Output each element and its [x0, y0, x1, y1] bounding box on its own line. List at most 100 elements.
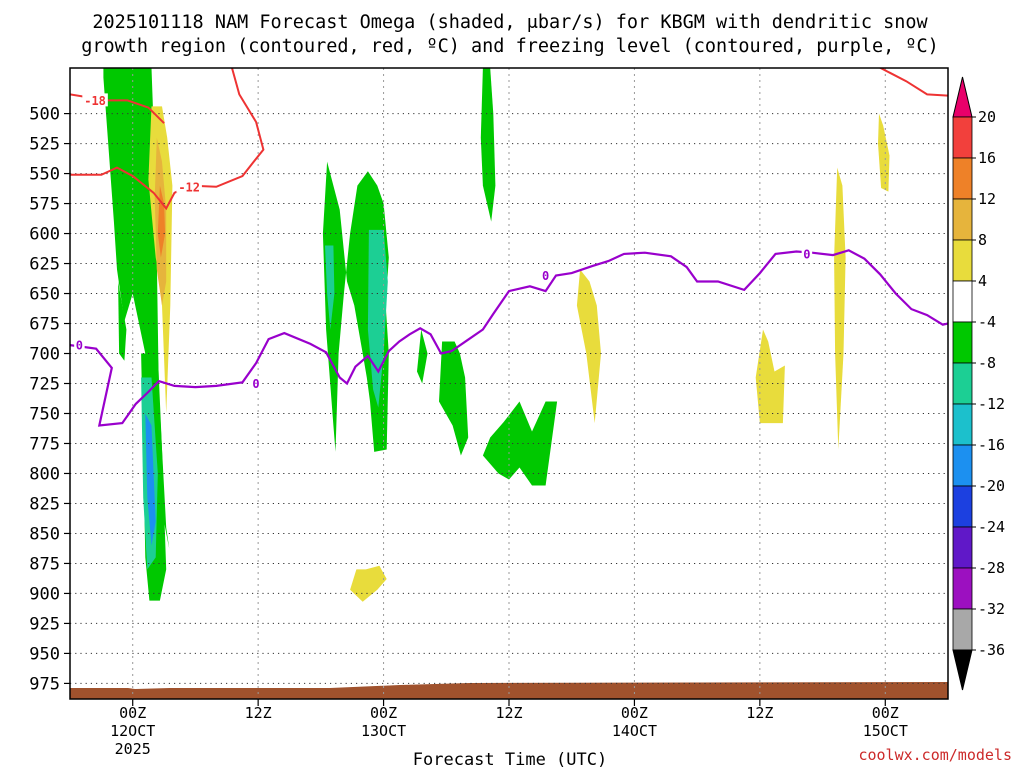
x-tick-label-30: 00Z: [370, 704, 397, 722]
y-tick-label-900: 900: [29, 584, 60, 604]
colorbar-label-7: -12: [978, 395, 1005, 413]
omega-region-17: [755, 329, 785, 424]
contour-label-bg-0: [82, 93, 108, 107]
gridlines-layer: [70, 68, 948, 699]
omega-shading-layer: [70, 68, 948, 699]
y-tick-label-800: 800: [29, 464, 60, 484]
x-tick-date-30: 13OCT: [361, 722, 406, 740]
colorbar-segment-3: [952, 239, 973, 282]
colorbar-segment-0: [952, 116, 973, 159]
x-tick-label-18: 12Z: [245, 704, 272, 722]
contour-label-1: -12: [178, 180, 200, 194]
colorbar-label-12: -32: [978, 600, 1005, 618]
x-tick-date-78: 15OCT: [863, 722, 908, 740]
omega-region-16: [576, 269, 601, 424]
x-tick-label-6: 00Z: [119, 704, 146, 722]
colorbar-segment-6: [952, 362, 973, 405]
contour-label-2: 0: [76, 339, 83, 353]
colorbar-label-4: 4: [978, 272, 987, 290]
omega-region-7: [325, 245, 335, 330]
chart-title-line2: growth region (contoured, red, ºC) and f…: [81, 36, 939, 57]
colorbar: 20 16 12 8 4 -4 -8 -12 -16 -20 -24 -28 -32 -36: [952, 76, 1005, 691]
colorbar-segment-12: [952, 608, 973, 651]
x-tick-label-78: 00Z: [872, 704, 899, 722]
y-tick-label-575: 575: [29, 195, 60, 215]
omega-region-11: [482, 401, 558, 486]
y-tick-label-700: 700: [29, 345, 60, 365]
colorbar-segment-11: [952, 567, 973, 610]
colorbar-bottom-triangle: [952, 649, 973, 691]
omega-region-4: [145, 413, 156, 546]
credit-text: coolwx.com/models: [858, 746, 1012, 764]
x-tick-label-66: 12Z: [746, 704, 773, 722]
y-tick-label-850: 850: [29, 524, 60, 544]
colorbar-top-triangle: [952, 76, 973, 118]
colorbar-segment-7: [952, 403, 973, 446]
y-tick-label-950: 950: [29, 644, 60, 664]
y-tick-label-725: 725: [29, 375, 60, 395]
contour-label-3: 0: [252, 377, 259, 391]
colorbar-label-8: -16: [978, 436, 1005, 454]
y-tick-label-875: 875: [29, 554, 60, 574]
colorbar-segment-2: [952, 198, 973, 241]
contour-label-4: 0: [542, 269, 549, 283]
y-tick-label-825: 825: [29, 494, 60, 514]
contour-label-layer: -18 -12 0 0 0 0: [74, 93, 813, 391]
y-tick-label-500: 500: [29, 105, 60, 125]
y-tick-label-750: 750: [29, 404, 60, 424]
colorbar-label-5: -4: [978, 313, 996, 331]
colorbar-label-0: 20: [978, 108, 996, 126]
y-tick-label-525: 525: [29, 135, 60, 155]
y-tick-label-650: 650: [29, 285, 60, 305]
x-axis-label: Forecast Time (UTC): [413, 750, 607, 768]
x-tick-year-6: 2025: [115, 740, 151, 758]
x-tick-label-42: 12Z: [495, 704, 522, 722]
omega-region-18: [834, 167, 846, 450]
omega-region-9: [439, 341, 469, 456]
contour-label-bg-3: [250, 376, 262, 390]
omega-region-15: [350, 565, 387, 602]
colorbar-segment-8: [952, 444, 973, 487]
omega-region-8: [417, 329, 428, 384]
contour-label-5: 0: [803, 247, 810, 261]
colorbar-segment-5: [952, 321, 973, 364]
colorbar-label-9: -20: [978, 477, 1005, 495]
x-tick-date-54: 14OCT: [612, 722, 657, 740]
omega-region-1: [118, 281, 127, 361]
y-tick-label-975: 975: [29, 674, 60, 694]
y-tick-label-550: 550: [29, 165, 60, 185]
contour-label-bg-5: [801, 246, 813, 260]
y-tick-label-775: 775: [29, 434, 60, 454]
freezing-level-line: [70, 249, 948, 427]
omega-region-10: [480, 68, 496, 222]
colorbar-label-3: 8: [978, 231, 987, 249]
colorbar-label-11: -28: [978, 559, 1005, 577]
dgz-isotherm-upper: [878, 68, 948, 97]
x-tick-label-54: 00Z: [621, 704, 648, 722]
contour-label-bg-1: [176, 179, 202, 193]
colorbar-label-13: -36: [978, 641, 1005, 659]
colorbar-segment-10: [952, 526, 973, 569]
ground-surface: [70, 682, 948, 699]
colorbar-segment-1: [952, 157, 973, 200]
chart-title-line1: 2025101118 NAM Forecast Omega (shaded, μ…: [92, 12, 928, 33]
y-axis: 500 525 550 575 600 625 650 675 700 725 750 775 800 8…: [29, 105, 70, 694]
y-tick-label-625: 625: [29, 255, 60, 275]
contour-label-bg-2: [74, 338, 85, 352]
colorbar-label-1: 16: [978, 149, 996, 167]
y-tick-label-675: 675: [29, 315, 60, 335]
colorbar-label-10: -24: [978, 518, 1005, 536]
colorbar-segment-4: [952, 280, 973, 323]
colorbar-label-6: -8: [978, 354, 996, 372]
plot-frame: [69, 67, 949, 700]
y-tick-label-925: 925: [29, 614, 60, 634]
contour-label-0: -18: [84, 94, 106, 108]
contour-label-bg-4: [540, 268, 551, 282]
y-tick-label-600: 600: [29, 225, 60, 245]
x-tick-date-6: 12OCT: [110, 722, 155, 740]
colorbar-segment-9: [952, 485, 973, 528]
colorbar-label-2: 12: [978, 190, 996, 208]
